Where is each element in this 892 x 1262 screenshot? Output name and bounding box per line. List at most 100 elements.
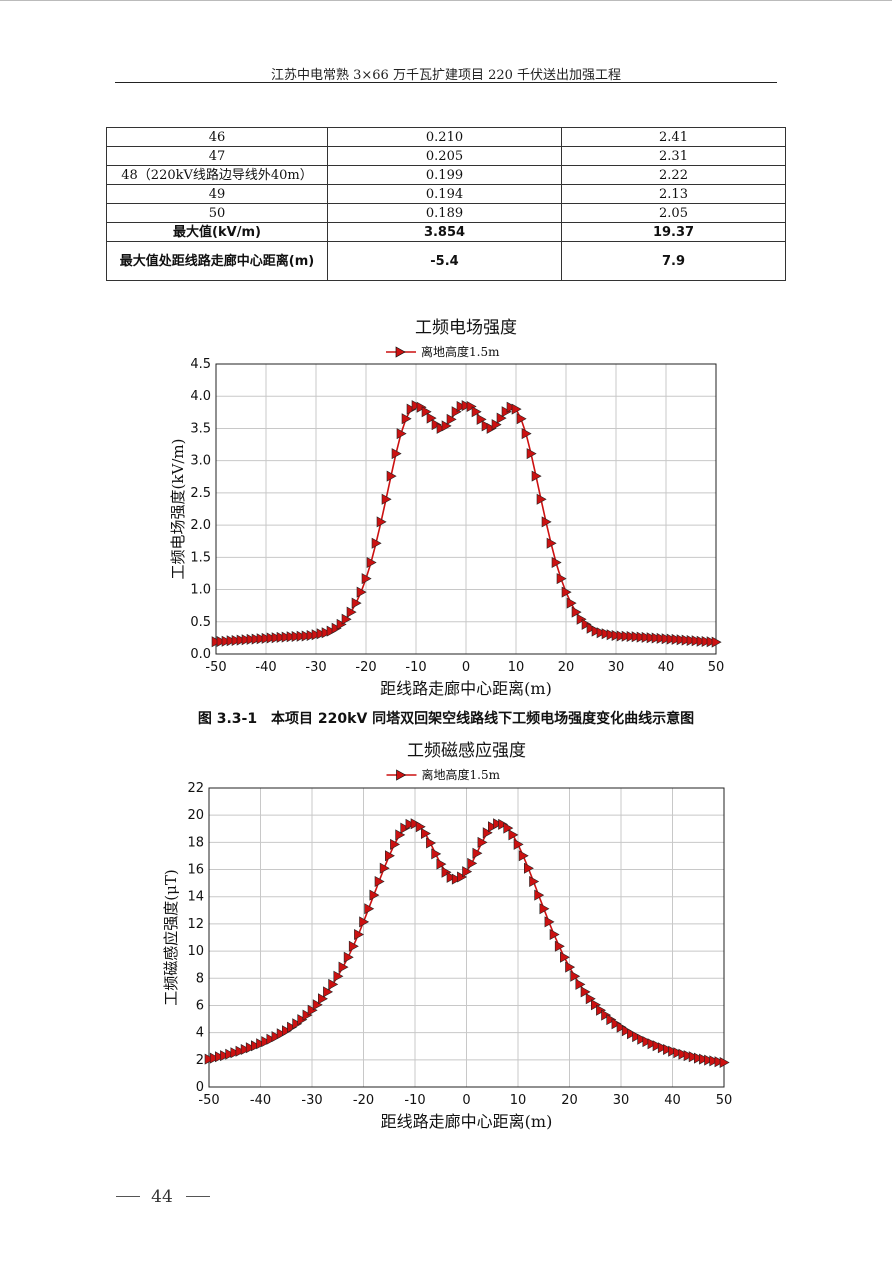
data-point xyxy=(580,986,591,998)
data-point xyxy=(493,818,504,830)
table-row: 49 0.194 2.13 xyxy=(106,184,786,204)
x-tick-label: -10 xyxy=(405,660,426,675)
table-cell: 2.05 xyxy=(561,203,786,223)
data-point xyxy=(311,629,322,641)
y-tick-label: 10 xyxy=(187,944,204,959)
x-tick-label: 50 xyxy=(708,660,725,675)
y-tick-label: 3.5 xyxy=(190,421,211,436)
data-point xyxy=(686,634,697,647)
data-point xyxy=(476,413,487,425)
data-point xyxy=(551,556,562,569)
y-tick-label: 20 xyxy=(187,808,204,823)
data-point xyxy=(496,412,507,424)
data-point xyxy=(297,1014,308,1026)
data-point xyxy=(546,537,557,549)
data-point xyxy=(301,630,312,642)
data-point xyxy=(441,866,452,878)
table-cell: 47 xyxy=(106,146,328,166)
x-tick-label: 30 xyxy=(613,1093,630,1108)
table-cell: 49 xyxy=(106,184,328,204)
data-point xyxy=(518,850,529,862)
data-point xyxy=(637,1033,648,1045)
data-point xyxy=(336,618,347,630)
data-point xyxy=(668,1045,679,1057)
y-tick-label: 3.0 xyxy=(190,454,211,469)
data-point xyxy=(663,1043,674,1056)
x-tick-label: 20 xyxy=(561,1093,578,1108)
footer-dash-left xyxy=(116,1196,140,1197)
data-point xyxy=(251,633,262,645)
y-tick-label: 2.0 xyxy=(190,518,211,533)
data-point xyxy=(531,470,542,482)
data-point xyxy=(286,631,297,643)
data-point xyxy=(385,850,395,862)
data-point xyxy=(661,633,672,645)
x-tick-label: 20 xyxy=(558,660,575,675)
y-tick-label: 0 xyxy=(196,1080,204,1095)
data-point xyxy=(369,889,380,901)
data-point xyxy=(251,1040,262,1052)
data-point xyxy=(287,1021,298,1033)
data-point xyxy=(709,1055,720,1067)
plot-frame xyxy=(208,787,725,1088)
data-point xyxy=(307,1004,318,1016)
data-point xyxy=(386,470,397,482)
data-point xyxy=(364,903,375,915)
data-point xyxy=(366,556,377,569)
data-point xyxy=(646,632,657,644)
data-point xyxy=(694,1052,704,1064)
data-point xyxy=(481,420,492,432)
data-point xyxy=(266,1033,277,1045)
chart-legend: 离地高度1.5m xyxy=(386,344,500,359)
data-point xyxy=(632,1031,643,1043)
chart-title: 工频磁感应强度 xyxy=(407,741,526,761)
y-tick-label: 22 xyxy=(187,781,204,796)
data-point xyxy=(282,1025,292,1037)
data-point xyxy=(415,821,426,833)
page-top-border xyxy=(0,0,892,1)
data-point xyxy=(501,406,512,418)
series-markers xyxy=(204,818,730,1069)
data-point xyxy=(261,632,272,644)
data-point xyxy=(506,401,517,413)
data-point xyxy=(359,916,370,928)
data-point xyxy=(656,632,667,644)
table-row-max: 最大值(kV/m) 3.854 19.37 xyxy=(106,222,786,242)
data-point xyxy=(391,448,402,460)
x-tick-label: 10 xyxy=(508,660,525,675)
x-tick-label: -20 xyxy=(353,1093,374,1108)
data-point xyxy=(591,999,601,1011)
data-point xyxy=(636,631,647,643)
data-point xyxy=(521,428,532,440)
data-point xyxy=(529,875,540,888)
data-point xyxy=(576,613,587,625)
footer-dash-right xyxy=(186,1196,210,1197)
data-point xyxy=(549,928,560,941)
x-tick-label: -50 xyxy=(205,660,226,675)
data-point xyxy=(627,1028,637,1040)
data-point xyxy=(245,1042,256,1054)
data-point xyxy=(526,448,537,460)
data-point xyxy=(292,1018,303,1030)
x-tick-label: 30 xyxy=(608,660,625,675)
y-tick-label: 4.0 xyxy=(190,389,211,404)
y-tick-label: 8 xyxy=(196,971,204,986)
data-point xyxy=(281,631,292,643)
data-point xyxy=(508,829,519,841)
x-tick-label: -30 xyxy=(305,660,326,675)
data-point xyxy=(683,1050,694,1062)
data-point xyxy=(431,848,442,860)
data-point xyxy=(338,961,349,973)
data-point xyxy=(256,1038,267,1050)
data-point xyxy=(691,635,702,647)
data-point xyxy=(421,406,432,418)
data-point xyxy=(565,961,576,973)
table-cell: 0.205 xyxy=(327,146,562,166)
x-tick-label: 0 xyxy=(462,660,470,675)
y-tick-label: 4.5 xyxy=(190,357,211,372)
y-tick-label: 0.5 xyxy=(190,615,211,630)
y-tick-label: 0.0 xyxy=(190,647,211,662)
data-point xyxy=(626,630,637,643)
data-point xyxy=(426,837,437,849)
data-point xyxy=(585,993,596,1005)
